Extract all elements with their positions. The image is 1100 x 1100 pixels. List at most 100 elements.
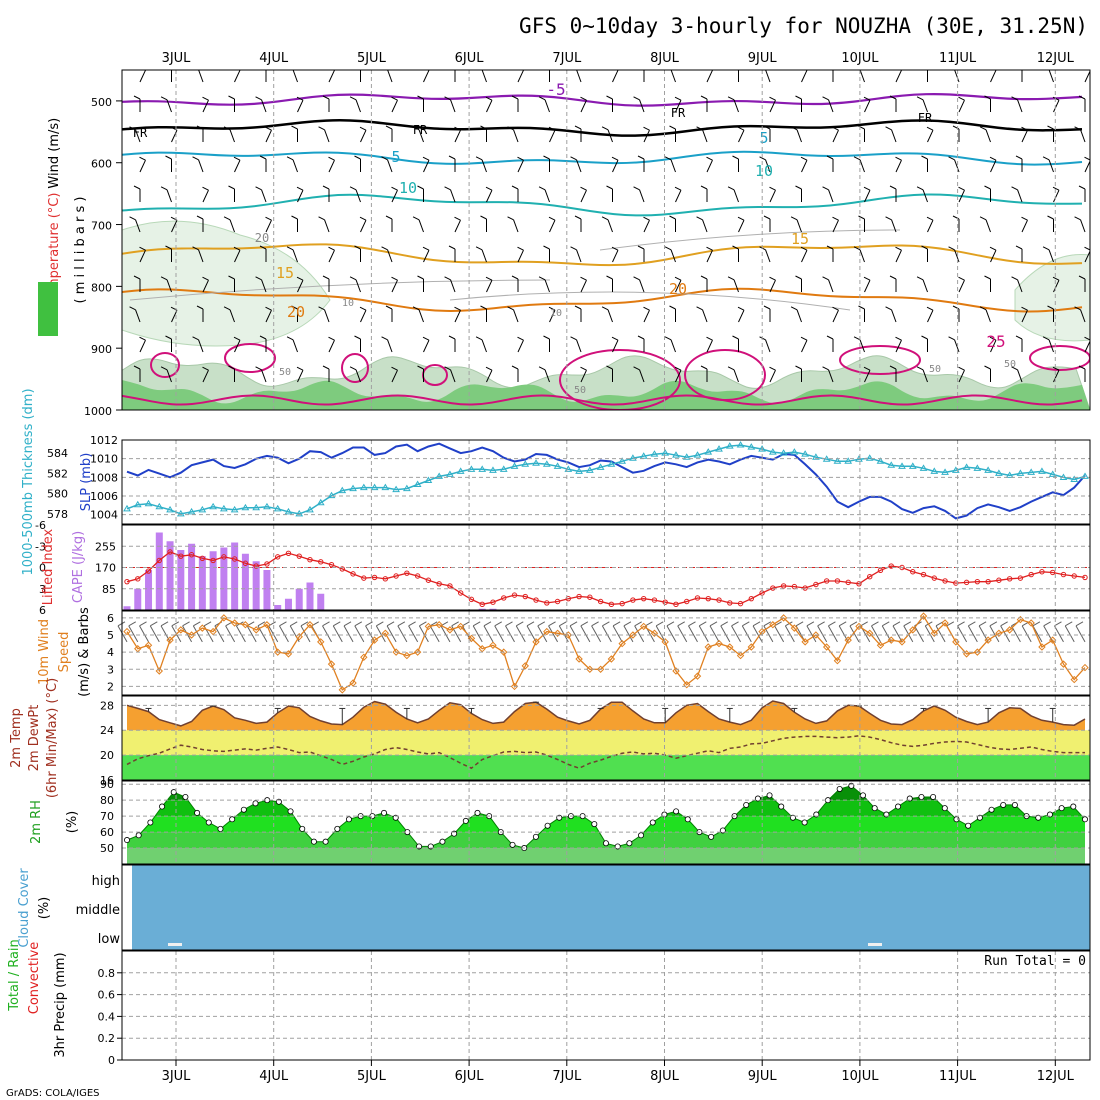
- wind-barb-flag: [1052, 366, 1060, 371]
- wind-barb-flag: [196, 125, 204, 130]
- thickness-point: [187, 507, 196, 515]
- rh-area-east: [1014, 253, 1090, 342]
- wind-barb-staff: [859, 70, 865, 83]
- wind-barb-flag: [611, 246, 619, 251]
- wind-barb-flag: [889, 275, 897, 280]
- wind-barb-10m-flag: [150, 621, 158, 627]
- thickness-point: [349, 484, 357, 492]
- wind-barb-staff: [454, 310, 461, 323]
- wind-speed-point: [295, 633, 303, 641]
- wind-barb-10m-flag: [548, 621, 556, 627]
- wind-barb-flag: [670, 70, 671, 71]
- date-label-top: 11JUL: [939, 51, 977, 66]
- wind-speed-point: [230, 619, 239, 627]
- thickness-point: [413, 480, 422, 488]
- rh-point: [1000, 801, 1007, 808]
- temp-tick-label: 24: [100, 724, 114, 737]
- wind-barb-flag: [202, 96, 209, 101]
- rh-point: [509, 841, 516, 848]
- wind-barb-staff: [612, 160, 619, 173]
- wind-speed-point: [1081, 663, 1089, 672]
- wind-barb-flag: [858, 215, 865, 220]
- thickness-point: [123, 504, 131, 512]
- wind-speed-point: [672, 667, 680, 675]
- wind-barb-staff: [166, 369, 172, 383]
- wind-barb-flag: [790, 216, 798, 221]
- wind-speed-point: [263, 621, 271, 629]
- li-point: [1071, 573, 1077, 579]
- cape-bar: [145, 570, 153, 610]
- li-point: [199, 555, 206, 561]
- wind-speed-point: [898, 638, 906, 646]
- rh-contour: [449, 291, 851, 311]
- precip-panel: 0.8 0.6 0.4 0.2 0 Run Total = 0 3JUL 4JUL 5JUL 6J…: [7, 939, 1086, 1084]
- wind-barb-10m-flag: [892, 621, 901, 627]
- li-point: [404, 570, 410, 576]
- wind-barb-flag: [228, 365, 235, 370]
- wind-barb-10m-flag: [817, 621, 825, 627]
- thickness-point: [338, 486, 347, 494]
- wind-barb-10m-flag: [451, 621, 459, 627]
- wind-barb-flag: [291, 215, 298, 220]
- wind-barb-staff: [796, 129, 802, 143]
- li-point: [694, 595, 701, 601]
- rh-point: [708, 833, 715, 840]
- rh-contour: [129, 279, 551, 301]
- thickness-tick-label: 578: [47, 508, 68, 521]
- wind-barb-flag: [921, 155, 928, 160]
- li-point: [619, 600, 625, 607]
- wind-barb-flag: [202, 366, 209, 371]
- wind-barb-staff: [702, 219, 708, 233]
- wind-barb-flag: [328, 336, 335, 341]
- wind-barb-flag: [412, 126, 420, 131]
- wind-barb-flag: [984, 185, 991, 190]
- wind-barb-flag: [889, 365, 897, 370]
- wind-barb-staff: [360, 220, 367, 233]
- wind-barb-flag: [696, 126, 703, 131]
- cape-bar: [478, 608, 486, 610]
- wind-barb-flag: [255, 366, 262, 371]
- wind-barb-flag: [255, 96, 262, 101]
- wind-barb-flag: [795, 365, 802, 370]
- wind-barb-staff: [549, 220, 556, 233]
- wind-barb-flag: [517, 156, 524, 161]
- date-label-bottom: 8JUL: [650, 1069, 680, 1084]
- wind-barb-staff: [675, 190, 682, 203]
- wind-speed-point: [123, 627, 131, 636]
- thickness-point: [176, 509, 185, 517]
- wind-barb-10m-flag: [1075, 621, 1084, 627]
- wind-barb-flag: [696, 216, 703, 221]
- wind-barb-flag: [732, 155, 739, 160]
- wind-barb-staff: [1017, 189, 1023, 203]
- wind-barb-flag: [606, 275, 613, 280]
- wind-barb-staff: [702, 309, 708, 323]
- wind-barb-flag: [292, 70, 293, 71]
- cape-bar: [231, 542, 239, 610]
- wind-barb-flag: [979, 126, 987, 131]
- wind-barb-10m-flag: [634, 621, 642, 627]
- wind-barb-flag: [601, 126, 609, 131]
- wind-barb-flag: [260, 66, 266, 69]
- isotherm-freezing-inner: [122, 122, 1083, 140]
- wind-barb-10m: [494, 625, 505, 643]
- wind-barb-staff: [292, 159, 298, 173]
- wind-barb-flag: [664, 246, 672, 251]
- wind-barb-flag: [165, 155, 172, 160]
- wind-barb-staff: [297, 190, 304, 203]
- date-label-top: 12JUL: [1037, 51, 1075, 66]
- wind-barb-flag: [664, 156, 672, 161]
- wind-barb-flag: [790, 126, 798, 131]
- wind-barb-flag: [197, 70, 199, 71]
- thickness-point: [650, 450, 659, 457]
- rh-point: [1082, 816, 1089, 823]
- thickness-point: [715, 445, 723, 452]
- thickness-point: [392, 485, 400, 493]
- footer-credit: GrADS: COLA/IGES: [6, 1088, 100, 1099]
- wind-barb-flag: [1021, 216, 1028, 221]
- wind-speed-point: [241, 621, 250, 629]
- wind-barb-flag: [1011, 276, 1018, 281]
- wind-barb-10m: [472, 625, 483, 643]
- wind-speed-point: [543, 627, 551, 636]
- wind-barb-staff: [895, 340, 902, 353]
- rh-point: [988, 806, 995, 813]
